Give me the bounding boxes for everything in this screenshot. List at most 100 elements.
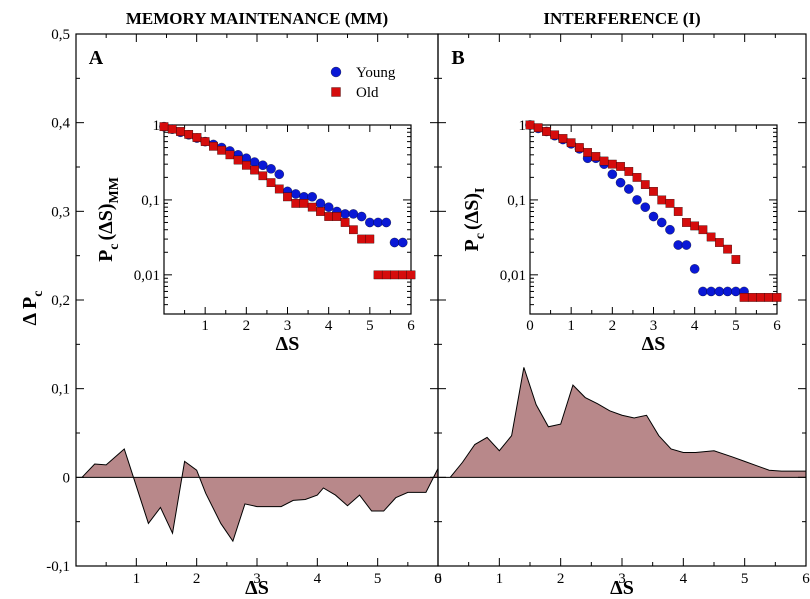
point-old xyxy=(373,270,383,280)
inset-x-tick-label: 3 xyxy=(650,318,658,334)
inset-x-tick-label: 6 xyxy=(773,318,781,334)
point-old xyxy=(747,293,757,302)
point-old xyxy=(575,143,584,152)
legend-marker-old xyxy=(331,87,341,97)
x-tick-label: 2 xyxy=(557,571,565,587)
point-old xyxy=(200,137,210,146)
inset-y-tick-label: 0,1 xyxy=(507,193,526,209)
point-old xyxy=(283,192,292,202)
point-young xyxy=(340,209,350,219)
x-tick-label: 5 xyxy=(374,571,382,587)
point-young xyxy=(398,237,408,248)
x-tick-label: 3 xyxy=(253,571,261,587)
point-old xyxy=(233,155,243,165)
point-old xyxy=(398,270,408,280)
point-old xyxy=(324,212,334,221)
inset-x-tick-label: 2 xyxy=(609,318,617,334)
point-old xyxy=(192,133,202,142)
point-young xyxy=(706,286,716,297)
point-young xyxy=(323,202,334,212)
point-young xyxy=(249,157,260,167)
point-old xyxy=(739,293,749,302)
inset-y-tick-label: 0,01 xyxy=(500,268,526,284)
y-axis-label: Δ Pc xyxy=(19,291,46,326)
x-tick-label: 6 xyxy=(802,571,810,587)
point-old xyxy=(558,134,568,143)
point-old xyxy=(274,184,284,194)
inset-y-axis-label: Pc (ΔS)MM xyxy=(95,177,122,262)
point-young xyxy=(389,237,400,248)
point-old xyxy=(731,255,741,264)
point-old xyxy=(365,234,375,244)
inset-y-label-sub: c xyxy=(107,243,122,249)
panel-a: 1 2 3 4 5 6 -0,1 0 0,1 0,2 0,3 0,4 0,5 MEMORY MAINTEN… xyxy=(19,9,442,599)
point-old xyxy=(217,145,226,155)
inset-y-label-expr-sub: MM xyxy=(107,177,122,203)
point-old xyxy=(167,124,177,134)
y-tick-label: 0,5 xyxy=(51,27,70,43)
point-old xyxy=(176,127,185,136)
point-old xyxy=(673,207,683,216)
point-old xyxy=(715,238,724,247)
inset-x-tick-label: 5 xyxy=(732,318,740,334)
inset-a: 1 2 3 4 5 6 0,01 0,1 1 ΔS Pc (ΔS)MM xyxy=(95,118,416,355)
point-old xyxy=(550,130,560,140)
area-line xyxy=(449,367,806,478)
inset-y-tick-label: 1 xyxy=(519,118,527,134)
point-old xyxy=(649,187,658,196)
y-tick-label: -0,1 xyxy=(46,559,70,575)
x-tick-label: 4 xyxy=(680,571,688,587)
x-tick-label: 3 xyxy=(618,571,626,587)
series-old xyxy=(159,122,416,280)
point-young xyxy=(648,211,659,222)
panel-letter: B xyxy=(451,47,464,69)
point-old xyxy=(566,138,576,148)
area-line xyxy=(81,448,439,543)
point-young xyxy=(381,217,392,228)
point-old xyxy=(756,293,765,302)
area-fill xyxy=(82,448,439,542)
inset-x-tick-label: 4 xyxy=(325,318,333,334)
point-young xyxy=(698,286,708,297)
inset-y-axis-label: Pc (ΔS)I xyxy=(461,188,488,252)
point-young xyxy=(632,195,642,205)
point-old xyxy=(723,244,732,254)
inset-x-tick-label: 6 xyxy=(407,318,415,334)
point-old xyxy=(657,195,667,205)
point-young xyxy=(258,160,268,171)
point-old xyxy=(583,148,592,157)
point-old xyxy=(690,221,700,231)
point-old xyxy=(706,232,716,242)
point-young xyxy=(714,286,725,297)
point-old xyxy=(225,150,235,160)
point-young xyxy=(722,286,733,297)
point-young xyxy=(731,286,741,297)
point-old xyxy=(665,198,675,208)
point-old xyxy=(682,218,691,227)
x-tick-label: 1 xyxy=(496,571,504,587)
point-old xyxy=(340,218,350,227)
inset-y-label-expr-sub: I xyxy=(473,188,488,193)
point-old xyxy=(266,178,276,188)
x-axis-label: ΔS xyxy=(610,577,634,599)
y-tick-label: 0,4 xyxy=(51,116,70,132)
x-axis-label: ΔS xyxy=(245,577,269,599)
point-young xyxy=(689,264,700,274)
point-young xyxy=(656,217,667,228)
point-old xyxy=(591,152,601,161)
point-old xyxy=(349,225,358,235)
inset-y-tick-label: 1 xyxy=(153,118,161,134)
x-tick-label: 2 xyxy=(193,571,201,587)
inset-x-tick-label: 4 xyxy=(691,318,699,334)
point-young xyxy=(348,209,359,219)
inset-y-label-sub: c xyxy=(473,233,488,239)
point-old xyxy=(698,225,708,235)
inset-x-tick-label: 1 xyxy=(567,318,575,334)
point-young xyxy=(624,184,634,194)
point-old xyxy=(159,122,169,132)
point-young xyxy=(266,164,276,174)
point-young xyxy=(607,169,618,180)
point-old xyxy=(406,270,416,280)
x-tick-label: 4 xyxy=(314,571,322,587)
